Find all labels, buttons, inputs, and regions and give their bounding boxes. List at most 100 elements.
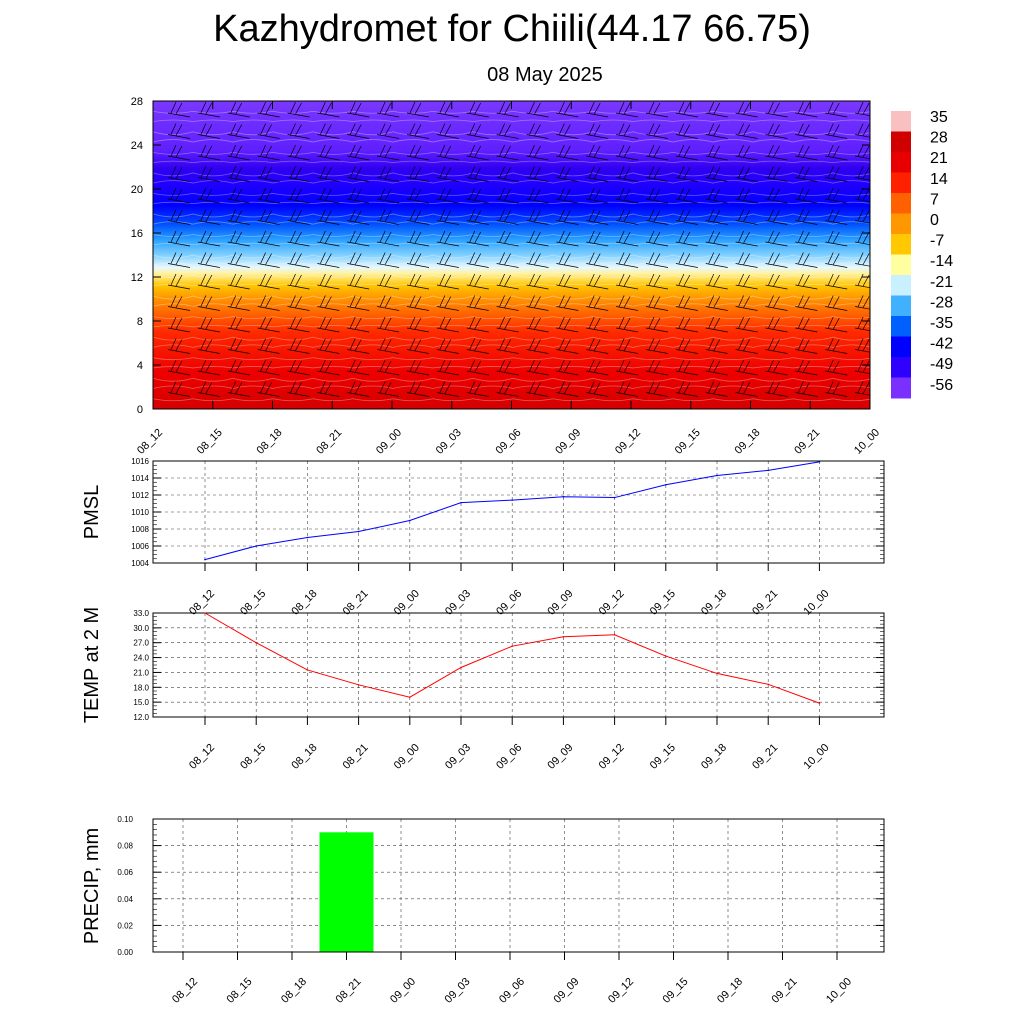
y-tick-label: 21.0 bbox=[133, 668, 149, 677]
colorbar-swatch bbox=[891, 295, 911, 317]
wind-barb bbox=[586, 295, 609, 311]
wind-barb bbox=[466, 359, 489, 376]
wind-barb bbox=[227, 101, 250, 118]
wind-barb bbox=[586, 144, 609, 161]
wind-barb bbox=[227, 230, 250, 247]
wind-barb bbox=[645, 338, 669, 354]
wind-barb bbox=[795, 252, 818, 268]
wind-barb bbox=[227, 295, 250, 311]
x-tick-label: 09_18 bbox=[699, 742, 729, 772]
wind-barb bbox=[556, 230, 579, 247]
data-point bbox=[818, 461, 821, 463]
colorbar-label: 14 bbox=[930, 171, 948, 188]
wind-barb bbox=[466, 381, 489, 397]
wind-barb bbox=[466, 123, 489, 139]
wind-barb bbox=[287, 252, 310, 268]
data-point bbox=[357, 684, 360, 686]
wind-barb bbox=[167, 359, 191, 376]
wind-barb bbox=[735, 316, 758, 333]
wind-barb bbox=[556, 338, 579, 354]
data-point bbox=[613, 496, 616, 499]
colorbar-label: -21 bbox=[930, 274, 953, 291]
wind-barb bbox=[377, 381, 400, 397]
contour-line bbox=[153, 262, 870, 266]
wind-barb bbox=[406, 101, 430, 118]
wind-barb bbox=[825, 359, 848, 376]
wind-barb bbox=[436, 359, 459, 376]
wind-barb bbox=[347, 209, 370, 225]
x-tick-label: 09_00 bbox=[374, 427, 404, 457]
wind-barb bbox=[436, 316, 459, 333]
data-point bbox=[357, 530, 360, 533]
wind-barb bbox=[227, 144, 250, 161]
wind-barb bbox=[765, 381, 788, 397]
wind-barb bbox=[735, 187, 758, 204]
y-axis-label: PMSL bbox=[81, 485, 103, 539]
wind-barb bbox=[167, 230, 191, 247]
wind-barb bbox=[645, 187, 669, 204]
wind-barb bbox=[377, 187, 400, 204]
contour-line bbox=[153, 201, 870, 205]
wind-barb bbox=[825, 187, 848, 204]
contour-line bbox=[153, 324, 870, 328]
wind-barb bbox=[436, 252, 459, 268]
data-point bbox=[409, 519, 411, 522]
wind-barb bbox=[705, 316, 728, 333]
contour-line bbox=[153, 119, 870, 122]
colorbar-swatch bbox=[891, 172, 911, 194]
contour-line bbox=[153, 316, 870, 319]
y-tick-label: 4 bbox=[137, 360, 143, 372]
wind-barb bbox=[795, 209, 818, 225]
x-tick-label: 09_09 bbox=[552, 976, 582, 1006]
wind-barb bbox=[257, 338, 280, 354]
x-tick-label: 09_21 bbox=[750, 742, 780, 772]
wind-barb bbox=[436, 144, 459, 161]
y-tick-label: 1004 bbox=[131, 559, 149, 568]
wind-barb bbox=[197, 359, 220, 376]
wind-barb bbox=[347, 166, 370, 182]
wind-barb bbox=[317, 381, 340, 397]
contour-line bbox=[153, 357, 870, 361]
data-point bbox=[767, 683, 769, 686]
wind-barb bbox=[257, 187, 280, 204]
wind-barb bbox=[496, 252, 519, 268]
x-tick-label: 09_03 bbox=[443, 976, 473, 1006]
panel-frame bbox=[152, 460, 885, 564]
wind-barb bbox=[317, 252, 340, 268]
data-point bbox=[511, 499, 513, 501]
wind-barb bbox=[765, 359, 788, 376]
wind-barb bbox=[227, 273, 250, 290]
x-tick-label: 08_21 bbox=[334, 976, 364, 1006]
wind-barb bbox=[616, 316, 639, 333]
x-tick-label: 09_15 bbox=[673, 427, 703, 457]
wind-barb bbox=[675, 230, 698, 247]
x-tick-label: 09_09 bbox=[545, 742, 575, 772]
wind-barb bbox=[735, 123, 758, 139]
contour-line bbox=[153, 336, 870, 341]
wind-barb bbox=[406, 166, 430, 182]
wind-barb bbox=[167, 316, 191, 333]
wind-barb bbox=[526, 101, 549, 118]
wind-barb bbox=[795, 144, 818, 161]
wind-barb bbox=[287, 295, 310, 311]
colorbar-swatch bbox=[891, 131, 911, 153]
wind-barb bbox=[586, 381, 609, 397]
wind-barb bbox=[287, 230, 310, 247]
wind-barb bbox=[825, 381, 848, 397]
wind-barb bbox=[257, 273, 280, 290]
wind-barb bbox=[317, 144, 340, 161]
wind-barb bbox=[825, 166, 848, 182]
wind-barb bbox=[287, 101, 310, 118]
y-tick-label: 20 bbox=[131, 184, 143, 196]
contour-line bbox=[153, 366, 870, 369]
wind-barb bbox=[556, 101, 579, 118]
wind-barb bbox=[377, 166, 400, 182]
wind-barb bbox=[406, 381, 430, 397]
wind-barb bbox=[855, 166, 870, 181]
wind-barb bbox=[227, 123, 250, 139]
wind-barb bbox=[377, 273, 400, 290]
wind-barb bbox=[735, 252, 758, 268]
contour-line bbox=[153, 295, 870, 300]
colorbar-label: -7 bbox=[930, 233, 944, 250]
x-tick-label: 09_03 bbox=[434, 427, 464, 457]
